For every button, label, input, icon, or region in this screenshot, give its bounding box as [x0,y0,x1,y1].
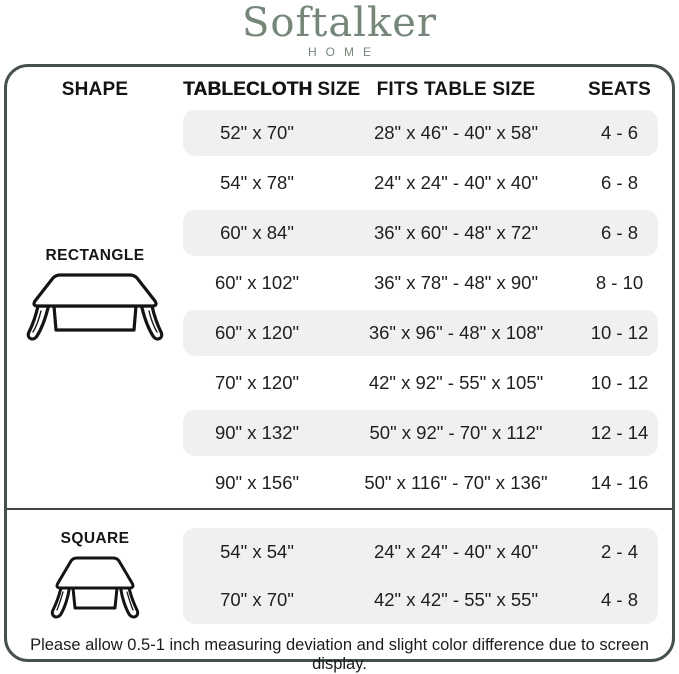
cell-tablecloth-size: 60" x 120" [214,322,300,343]
shape-overlay-square: SQUARE [7,528,183,624]
cell-tablecloth-size: 90" x 156" [214,472,300,493]
column-header-fits-table-size: FITS TABLE SIZE [376,79,536,100]
cell-fits-table-size: 50" x 116" - 70" x 136" [364,472,548,493]
rectangle-tablecloth-icon [26,273,164,341]
cell-tablecloth-size: 90" x 132" [214,422,300,443]
cell-tablecloth-size: 52" x 70" [220,122,294,143]
cell-fits-table-size: 50" x 92" - 70" x 112" [369,422,543,443]
row-band: 70" x 120" 42" x 92" - 55" x 105" 10 - 1… [183,360,658,406]
cell-seats: 10 - 12 [590,372,649,393]
cell-seats: 10 - 12 [590,322,649,343]
cell-seats: 6 - 8 [600,172,639,193]
table-row: 52" x 70" 28" x 46" - 40" x 58" 4 - 6 [7,108,672,158]
cell-fits-table-size: 24" x 24" - 40" x 40" [373,172,539,193]
section-rectangle: 52" x 70" 28" x 46" - 40" x 58" 4 - 6 54… [7,108,672,508]
brand-name: Softalker [241,0,438,46]
table-row: 90" x 132" 50" x 92" - 70" x 112" 12 - 1… [7,408,672,458]
shape-label-square: SQUARE [60,530,130,547]
cell-tablecloth-size: 60" x 102" [214,272,300,293]
column-header-tablecloth-rest: SIZE [317,79,361,100]
cell-fits-table-size: 24" x 24" - 40" x 40" [373,541,539,562]
footer-note: Please allow 0.5-1 inch measuring deviat… [30,636,649,673]
table-row: 70" x 120" 42" x 92" - 55" x 105" 10 - 1… [7,358,672,408]
cell-seats: 14 - 16 [590,472,649,493]
square-shaded-block: 54" x 54" 24" x 24" - 40" x 40" 2 - 4 70… [183,528,658,624]
cell-tablecloth-size: 54" x 54" [220,541,294,562]
column-header-seats: SEATS [588,79,651,100]
cell-tablecloth-size: 70" x 120" [214,372,300,393]
table-row: 70" x 70" 42" x 42" - 55" x 55" 4 - 8 [183,576,658,624]
table-row: 60" x 120" 36" x 96" - 48" x 108" 10 - 1… [7,308,672,358]
row-band: 90" x 156" 50" x 116" - 70" x 136" 14 - … [183,460,658,506]
row-band: 90" x 132" 50" x 92" - 70" x 112" 12 - 1… [183,410,658,456]
cell-seats: 12 - 14 [590,422,649,443]
table-row: 60" x 84" 36" x 60" - 48" x 72" 6 - 8 [7,208,672,258]
brand-tagline: HOME [308,45,380,59]
table-row: 60" x 102" 36" x 78" - 48" x 90" 8 - 10 [7,258,672,308]
cell-tablecloth-size: 60" x 84" [220,222,294,243]
row-band: 60" x 84" 36" x 60" - 48" x 72" 6 - 8 [183,210,658,256]
shape-label-rectangle: RECTANGLE [45,247,145,264]
shape-overlay-rectangle: RECTANGLE [7,108,183,508]
section-square: 54" x 54" 24" x 24" - 40" x 40" 2 - 4 70… [7,528,672,624]
cell-seats: 6 - 8 [600,222,639,243]
table-row: 54" x 78" 24" x 24" - 40" x 40" 6 - 8 [7,158,672,208]
row-band: 54" x 78" 24" x 24" - 40" x 40" 6 - 8 [183,160,658,206]
table-row: 90" x 156" 50" x 116" - 70" x 136" 14 - … [7,458,672,508]
row-band: 60" x 102" 36" x 78" - 48" x 90" 8 - 10 [183,260,658,306]
row-band: 60" x 120" 36" x 96" - 48" x 108" 10 - 1… [183,310,658,356]
cell-seats: 8 - 10 [595,272,644,293]
column-header-shape: SHAPE [61,79,129,100]
section-divider [7,508,672,510]
cell-tablecloth-size: 54" x 78" [220,172,294,193]
size-chart-frame: SHAPE TABLECLOTH SIZE FITS TABLE SIZE SEA… [4,64,675,673]
table-header-row: SHAPE TABLECLOTH SIZE FITS TABLE SIZE SEA… [7,72,672,108]
column-header-tablecloth-size: TABLECLOTH SIZE [183,79,360,101]
cell-seats: 2 - 4 [600,541,639,562]
cell-fits-table-size: 36" x 60" - 48" x 72" [373,222,539,243]
cell-fits-table-size: 42" x 42" - 55" x 55" [373,589,539,610]
cell-fits-table-size: 36" x 96" - 48" x 108" [368,322,544,343]
cell-seats: 4 - 6 [600,122,639,143]
cell-fits-table-size: 36" x 78" - 48" x 90" [373,272,539,293]
square-tablecloth-icon [50,556,140,619]
cell-tablecloth-size: 70" x 70" [220,589,294,610]
cell-fits-table-size: 42" x 92" - 55" x 105" [368,372,544,393]
table-row: 54" x 54" 24" x 24" - 40" x 40" 2 - 4 [183,528,658,576]
header-grid: TABLECLOTH SIZE FITS TABLE SIZE SEATS [183,79,658,101]
cell-seats: 4 - 8 [600,589,639,610]
row-band: 52" x 70" 28" x 46" - 40" x 58" 4 - 6 [183,110,658,156]
brand-logo: Softalker HOME [0,1,679,59]
cell-fits-table-size: 28" x 46" - 40" x 58" [373,122,539,143]
column-header-tablecloth-bold: TABLECLOTH [183,79,313,100]
